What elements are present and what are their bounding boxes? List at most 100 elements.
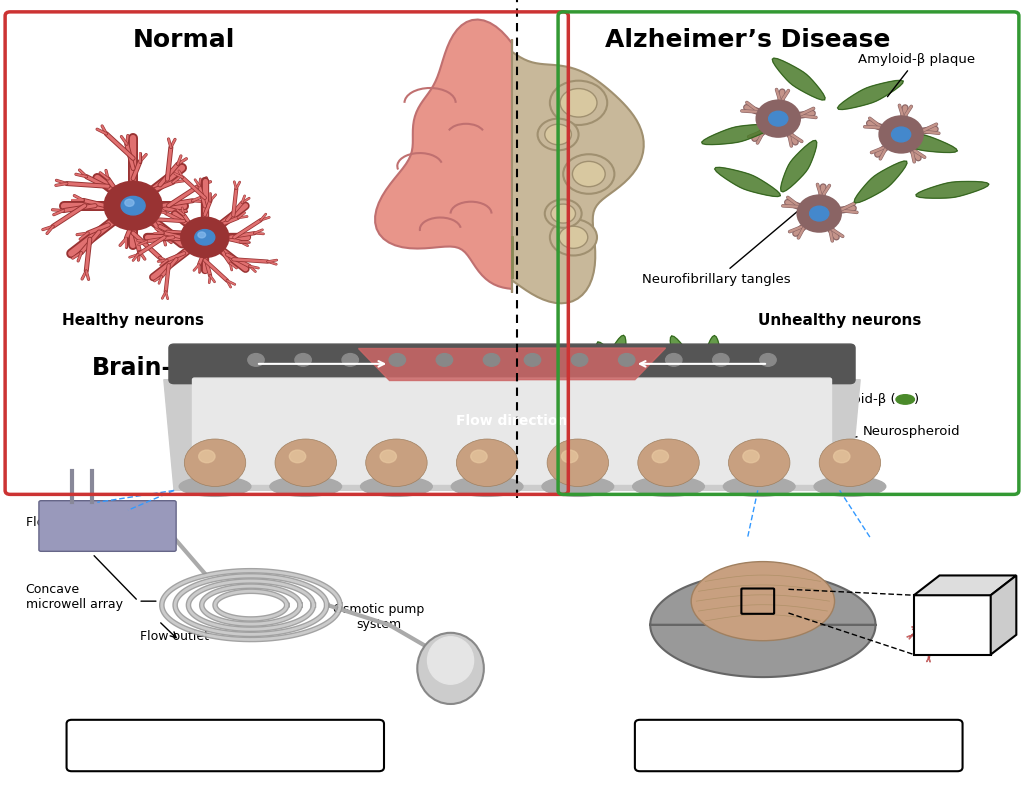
Text: Amyloid-β (: Amyloid-β ( <box>819 393 896 406</box>
Circle shape <box>290 450 306 463</box>
Circle shape <box>538 119 579 150</box>
Circle shape <box>618 354 635 366</box>
Text: Osmotic pump
system: Osmotic pump system <box>333 603 425 631</box>
Circle shape <box>121 196 145 215</box>
Text: Flow direction: Flow direction <box>457 414 567 428</box>
Ellipse shape <box>723 476 795 497</box>
Circle shape <box>886 123 916 146</box>
Circle shape <box>113 190 154 221</box>
Circle shape <box>892 127 910 142</box>
Circle shape <box>810 206 828 221</box>
Ellipse shape <box>360 476 432 497</box>
Polygon shape <box>558 351 602 389</box>
Polygon shape <box>886 132 957 153</box>
Polygon shape <box>624 355 673 388</box>
Circle shape <box>742 450 759 463</box>
Circle shape <box>436 354 453 366</box>
Circle shape <box>295 354 311 366</box>
Text: Unhealthy neurons: Unhealthy neurons <box>758 313 922 327</box>
FancyBboxPatch shape <box>67 720 384 771</box>
Ellipse shape <box>691 562 835 641</box>
Polygon shape <box>358 348 517 380</box>
Circle shape <box>804 202 835 225</box>
Circle shape <box>769 112 787 126</box>
Polygon shape <box>164 380 860 490</box>
Polygon shape <box>838 81 903 109</box>
Circle shape <box>188 225 222 251</box>
Ellipse shape <box>814 476 886 497</box>
Circle shape <box>547 439 608 486</box>
Text: Interstitial flow: Interstitial flow <box>140 730 310 749</box>
Text: Flow inlet: Flow inlet <box>26 516 86 528</box>
Circle shape <box>551 204 575 223</box>
FancyBboxPatch shape <box>635 720 963 771</box>
Polygon shape <box>715 168 780 196</box>
Circle shape <box>666 354 682 366</box>
Polygon shape <box>701 124 773 145</box>
Circle shape <box>483 354 500 366</box>
Text: ): ) <box>914 393 920 406</box>
Text: Concave
microwell array: Concave microwell array <box>26 583 123 611</box>
Text: Amyloid-β plaque: Amyloid-β plaque <box>858 53 975 97</box>
Circle shape <box>125 199 134 206</box>
Polygon shape <box>703 335 721 386</box>
Text: Flow outlet: Flow outlet <box>139 630 209 643</box>
Circle shape <box>366 439 427 486</box>
Polygon shape <box>670 336 695 384</box>
Polygon shape <box>650 573 876 677</box>
Circle shape <box>572 161 605 187</box>
Circle shape <box>948 622 952 625</box>
Ellipse shape <box>270 476 342 497</box>
Circle shape <box>550 219 597 255</box>
Polygon shape <box>605 335 626 384</box>
Circle shape <box>713 354 729 366</box>
Circle shape <box>275 439 337 486</box>
Circle shape <box>184 439 246 486</box>
Circle shape <box>389 354 406 366</box>
Circle shape <box>559 226 588 248</box>
Circle shape <box>571 354 588 366</box>
Circle shape <box>563 154 614 194</box>
Circle shape <box>834 450 850 463</box>
Circle shape <box>457 439 518 486</box>
Polygon shape <box>375 20 512 293</box>
Circle shape <box>942 617 963 633</box>
Circle shape <box>545 199 582 228</box>
Text: Alzheimer’s Disease: Alzheimer’s Disease <box>605 28 890 51</box>
Circle shape <box>561 450 578 463</box>
Circle shape <box>471 450 487 463</box>
Ellipse shape <box>452 476 523 497</box>
Polygon shape <box>914 595 991 655</box>
Circle shape <box>652 450 669 463</box>
Circle shape <box>199 450 215 463</box>
Polygon shape <box>772 58 825 100</box>
Circle shape <box>638 439 699 486</box>
Circle shape <box>819 439 881 486</box>
Circle shape <box>545 124 571 145</box>
Polygon shape <box>630 361 685 388</box>
Ellipse shape <box>428 637 473 684</box>
Text: Brain-on-a-chip: Brain-on-a-chip <box>92 356 297 380</box>
Circle shape <box>550 81 607 125</box>
FancyBboxPatch shape <box>39 501 176 551</box>
Circle shape <box>380 450 396 463</box>
Text: Neurofibrillary tangles: Neurofibrillary tangles <box>642 203 807 286</box>
Circle shape <box>195 229 215 245</box>
Circle shape <box>342 354 358 366</box>
Text: Neurospheroid: Neurospheroid <box>802 425 961 443</box>
Circle shape <box>198 232 206 238</box>
Ellipse shape <box>179 476 251 497</box>
FancyBboxPatch shape <box>193 378 831 484</box>
Ellipse shape <box>418 633 484 704</box>
Text: AD-on-a-chip: AD-on-a-chip <box>621 356 793 380</box>
Polygon shape <box>854 161 907 203</box>
Polygon shape <box>512 40 644 303</box>
Text: 3D cytoarchitecture: 3D cytoarchitecture <box>689 730 908 749</box>
Ellipse shape <box>896 395 914 404</box>
Circle shape <box>728 439 790 486</box>
Circle shape <box>524 354 541 366</box>
Polygon shape <box>517 348 666 380</box>
Circle shape <box>946 620 958 630</box>
Circle shape <box>248 354 264 366</box>
Polygon shape <box>780 141 817 192</box>
